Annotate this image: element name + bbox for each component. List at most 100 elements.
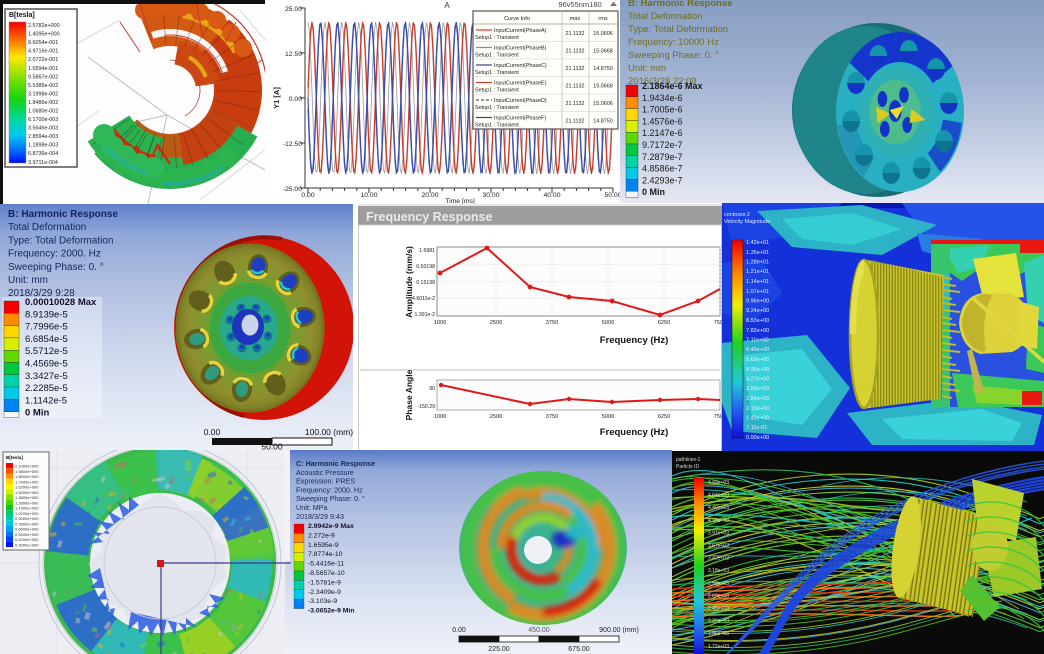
svg-text:2.69e+03: 2.69e+03 (708, 593, 729, 599)
svg-text:1.35e+01: 1.35e+01 (746, 250, 769, 256)
svg-text:15.0606: 15.0606 (593, 101, 613, 107)
svg-text:2.1000e+000: 2.1000e+000 (15, 464, 39, 469)
svg-text:96v55nm180: 96v55nm180 (558, 0, 601, 9)
svg-text:0 Min: 0 Min (25, 408, 49, 419)
svg-text:9.5867e-002: 9.5867e-002 (28, 74, 58, 80)
svg-text:Particle ID: Particle ID (676, 464, 699, 470)
svg-text:3.56e+00: 3.56e+00 (746, 386, 769, 392)
svg-text:rms: rms (598, 16, 608, 22)
svg-text:21.1132: 21.1132 (565, 31, 584, 37)
svg-text:1.9434e-6: 1.9434e-6 (642, 93, 683, 103)
svg-text:0.00e+00: 0.00e+00 (746, 435, 769, 441)
svg-text:pathlines-1: pathlines-1 (676, 457, 701, 463)
svg-text:2018/3/29 9:28: 2018/3/29 9:28 (8, 288, 75, 299)
svg-text:B: Harmonic Response: B: Harmonic Response (628, 0, 733, 9)
svg-text:1.2600e+000: 1.2600e+000 (15, 500, 39, 505)
svg-text:8.9139e-5: 8.9139e-5 (25, 309, 68, 320)
svg-text:1.21e+01: 1.21e+01 (746, 269, 769, 275)
svg-text:30.00: 30.00 (482, 192, 499, 199)
svg-text:1.8486e-002: 1.8486e-002 (28, 100, 58, 106)
svg-text:2500: 2500 (490, 320, 502, 326)
svg-text:Unit: mm: Unit: mm (8, 275, 48, 286)
svg-text:7500: 7500 (714, 414, 722, 420)
svg-text:3750: 3750 (546, 414, 558, 420)
svg-text:1.6594e-001: 1.6594e-001 (28, 66, 58, 72)
svg-text:3.1998e-002: 3.1998e-002 (28, 91, 58, 97)
svg-text:2.9942e-9 Max: 2.9942e-9 Max (308, 523, 354, 530)
svg-text:0.3000e+000: 0.3000e+000 (15, 542, 39, 547)
svg-text:1.1142e-5: 1.1142e-5 (25, 395, 67, 406)
svg-text:Type: Total Deformation: Type: Total Deformation (628, 24, 728, 35)
svg-text:Frequency (Hz): Frequency (Hz) (600, 427, 669, 438)
svg-text:50.00: 50.00 (604, 192, 620, 199)
svg-text:5.69e+00: 5.69e+00 (746, 357, 769, 363)
svg-text:4.6011e-2: 4.6011e-2 (412, 296, 435, 302)
svg-text:2.2285e-5: 2.2285e-5 (25, 383, 68, 394)
svg-text:-1.5781e-9: -1.5781e-9 (308, 579, 341, 586)
svg-text:1.72e+03: 1.72e+03 (708, 644, 729, 650)
svg-text:Acoustic Pressure: Acoustic Pressure (296, 468, 354, 477)
svg-text:1.07e+01: 1.07e+01 (746, 289, 769, 295)
svg-text:3.9711e-004: 3.9711e-004 (28, 160, 58, 166)
svg-text:A: A (444, 1, 450, 10)
svg-text:-3.103e-9: -3.103e-9 (308, 598, 337, 605)
svg-text:1.6595e-9: 1.6595e-9 (308, 542, 339, 549)
svg-text:7.2879e-7: 7.2879e-7 (642, 152, 683, 162)
svg-text:Frequency (Hz): Frequency (Hz) (600, 335, 669, 346)
svg-text:1.2147e-6: 1.2147e-6 (642, 128, 683, 138)
svg-text:Setup1 : Transient: Setup1 : Transient (475, 105, 519, 111)
svg-text:InputCurrent(PhaseA): InputCurrent(PhaseA) (494, 28, 547, 34)
svg-text:4.9716e-001: 4.9716e-001 (28, 49, 58, 55)
svg-text:2.272e-9: 2.272e-9 (308, 532, 335, 539)
svg-text:1.28e+01: 1.28e+01 (746, 260, 769, 266)
svg-text:5000: 5000 (602, 414, 614, 420)
svg-text:2.84e+00: 2.84e+00 (746, 396, 769, 402)
svg-text:21.1132: 21.1132 (565, 49, 584, 55)
svg-text:450.00: 450.00 (528, 627, 550, 634)
svg-text:-3.0652e-9 Min: -3.0652e-9 Min (308, 608, 354, 615)
svg-text:Frequency: 2000. Hz: Frequency: 2000. Hz (296, 485, 363, 494)
svg-text:10.00: 10.00 (360, 192, 377, 199)
svg-text:1.5000e+000: 1.5000e+000 (15, 490, 39, 495)
svg-text:225.00: 225.00 (488, 646, 510, 653)
svg-text:0.00: 0.00 (204, 427, 221, 437)
svg-text:21.1132: 21.1132 (565, 84, 584, 90)
svg-text:7.8774e-10: 7.8774e-10 (308, 551, 343, 558)
svg-text:0.00010028 Max: 0.00010028 Max (25, 297, 97, 308)
svg-text:6250: 6250 (658, 320, 670, 326)
svg-text:12.50: 12.50 (285, 51, 302, 58)
svg-text:Total Deformation: Total Deformation (628, 11, 702, 22)
svg-text:15.0668: 15.0668 (593, 49, 613, 55)
svg-text:2.4293e-7: 2.4293e-7 (642, 175, 683, 185)
svg-text:Unit: MPa: Unit: MPa (296, 503, 328, 512)
svg-text:1.42e+01: 1.42e+01 (746, 240, 769, 246)
svg-text:4.4569e-5: 4.4569e-5 (25, 359, 68, 370)
svg-text:2018/3/29 9:43: 2018/3/29 9:43 (296, 512, 344, 521)
svg-text:40.00: 40.00 (543, 192, 560, 199)
svg-text:1.391e-2: 1.391e-2 (415, 312, 436, 318)
svg-text:3.18e+03: 3.18e+03 (708, 568, 729, 574)
svg-text:B: Harmonic Response: B: Harmonic Response (8, 209, 118, 220)
svg-text:Curve Info: Curve Info (504, 16, 530, 22)
svg-text:Frequency Response: Frequency Response (366, 210, 492, 224)
svg-text:4.40e+03: 4.40e+03 (708, 505, 729, 511)
svg-text:Setup1 : Transient: Setup1 : Transient (475, 53, 519, 59)
svg-text:6250: 6250 (658, 414, 670, 420)
svg-text:5.5385e-002: 5.5385e-002 (28, 83, 58, 89)
svg-text:2500: 2500 (490, 414, 502, 420)
svg-text:4.98e+00: 4.98e+00 (746, 367, 769, 373)
svg-text:Type: Total Deformation: Type: Total Deformation (8, 235, 113, 246)
svg-text:Sweeping Phase: 0. °: Sweeping Phase: 0. ° (8, 262, 104, 273)
svg-text:7.82e+00: 7.82e+00 (746, 328, 769, 334)
svg-text:4.27e+00: 4.27e+00 (746, 377, 769, 383)
svg-text:2.13e+00: 2.13e+00 (746, 406, 769, 412)
svg-text:1.96e+03: 1.96e+03 (708, 631, 729, 637)
svg-text:0.5400e+000: 0.5400e+000 (15, 532, 39, 537)
svg-text:4.99e+03: 4.99e+03 (708, 480, 729, 486)
svg-text:1.1898e-003: 1.1898e-003 (28, 143, 58, 149)
svg-text:6.1700e-003: 6.1700e-003 (28, 117, 58, 123)
svg-text:0.15138: 0.15138 (416, 280, 435, 286)
svg-text:9.7172e-7: 9.7172e-7 (642, 140, 683, 150)
svg-text:15.0606: 15.0606 (593, 31, 613, 37)
svg-text:4.64e+03: 4.64e+03 (708, 493, 729, 499)
